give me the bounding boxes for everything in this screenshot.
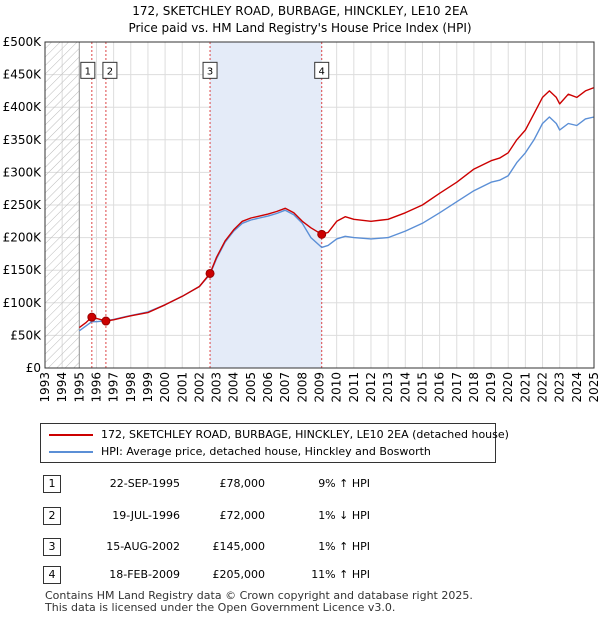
y-tick-label: £100K (3, 296, 43, 310)
sale-number-box (314, 61, 330, 79)
transaction-row: 3 15-AUG-2002 £145,000 1% ↑ HPI (0, 536, 600, 560)
x-tick-label: 2006 (261, 372, 275, 403)
y-tick-label: £350K (3, 133, 43, 147)
x-tick-label: 2010 (330, 372, 344, 403)
chart-subtitle: Price paid vs. HM Land Registry's House … (128, 21, 472, 35)
x-tick-label: 1996 (89, 372, 103, 403)
y-tick-label: £50K (10, 328, 42, 342)
footer: Contains HM Land Registry data © Crown c… (45, 590, 473, 614)
sale-point-marker (87, 312, 97, 322)
legend: 172, SKETCHLEY ROAD, BURBAGE, HINCKLEY, … (40, 423, 509, 463)
x-tick-label: 2011 (347, 372, 361, 403)
x-tick-label: 2025 (587, 372, 600, 403)
x-tick-label: 1997 (107, 372, 121, 403)
shaded-period-region (210, 42, 322, 368)
x-tick-label: 2018 (467, 372, 481, 403)
x-tick-label: 2012 (364, 372, 378, 403)
x-tick-label: 2016 (433, 372, 447, 403)
x-tick-label: 2015 (415, 372, 429, 403)
pre-data-hatched-region (45, 42, 80, 368)
transaction-number: 3 (43, 538, 61, 556)
sale-number-label: 3 (207, 66, 213, 77)
y-tick-label: £400K (3, 100, 43, 114)
x-tick-label: 2008 (295, 372, 309, 403)
sale-point-marker (205, 268, 215, 278)
sale-point-marker (101, 316, 111, 326)
x-tick-label: 2005 (244, 372, 258, 403)
y-tick-label: £250K (3, 198, 43, 212)
x-tick-label: 1999 (141, 372, 155, 403)
transaction-row: 2 19-JUL-1996 £72,000 1% ↓ HPI (0, 505, 600, 529)
sale-number-label: 1 (85, 66, 91, 77)
transaction-hpi: 1% ↓ HPI (318, 509, 370, 522)
transaction-number: 4 (43, 566, 61, 584)
y-tick-label: £450K (3, 68, 43, 82)
x-tick-label: 2022 (536, 372, 550, 403)
transaction-number: 1 (43, 475, 61, 493)
x-tick-label: 1998 (124, 372, 138, 403)
y-tick-label: £500K (3, 35, 43, 49)
sale-number-box (102, 61, 118, 79)
footer-licence: This data is licensed under the Open Gov… (45, 601, 396, 614)
x-tick-label: 1993 (38, 372, 52, 403)
x-tick-label: 2007 (278, 372, 292, 403)
y-tick-label: £200K (3, 231, 43, 245)
plot-frame (44, 41, 595, 369)
legend-label-hpi: HPI: Average price, detached house, Hinc… (101, 445, 431, 458)
x-tick-label: 2019 (484, 372, 498, 403)
x-tick-label: 2003 (210, 372, 224, 403)
legend-label-property: 172, SKETCHLEY ROAD, BURBAGE, HINCKLEY, … (101, 428, 509, 441)
chart-title: 172, SKETCHLEY ROAD, BURBAGE, HINCKLEY, … (132, 4, 468, 18)
transaction-hpi: 11% ↑ HPI (311, 568, 370, 581)
sale-number-label: 4 (319, 66, 325, 77)
transaction-hpi: 9% ↑ HPI (318, 477, 370, 490)
y-tick-label: £0 (26, 361, 41, 375)
transaction-hpi: 1% ↑ HPI (318, 540, 370, 553)
transaction-date: 18-FEB-2009 (109, 568, 180, 581)
sale-point-marker (317, 229, 327, 239)
transaction-price: £72,000 (219, 509, 266, 522)
x-tick-label: 2023 (553, 372, 567, 403)
x-tick-label: 2000 (158, 372, 172, 403)
x-tick-label: 2017 (450, 372, 464, 403)
transaction-date: 19-JUL-1996 (112, 509, 180, 522)
transaction-price: £78,000 (219, 477, 266, 490)
x-tick-label: 2020 (501, 372, 515, 403)
transaction-date: 22-SEP-1995 (109, 477, 180, 490)
sale-number-box (80, 61, 96, 79)
sale-number-label: 2 (107, 66, 113, 77)
x-tick-label: 2021 (518, 372, 532, 403)
x-tick-label: 2009 (313, 372, 327, 403)
x-tick-label: 2014 (398, 372, 412, 403)
y-tick-label: £300K (3, 165, 43, 179)
footer-copyright: Contains HM Land Registry data © Crown c… (45, 589, 473, 602)
x-tick-label: 2004 (227, 372, 241, 403)
transaction-price: £145,000 (212, 540, 266, 553)
transaction-row: 4 18-FEB-2009 £205,000 11% ↑ HPI (0, 564, 600, 588)
sale-number-box (202, 61, 218, 79)
x-tick-label: 2002 (192, 372, 206, 403)
transaction-date: 15-AUG-2002 (106, 540, 180, 553)
price-chart: 1 2 3 4 £0 £50K £100K £150K £200K £250K £300K £350… (3, 35, 600, 403)
legend-line-blue (49, 451, 93, 453)
transaction-number: 2 (43, 507, 61, 525)
transaction-price: £205,000 (212, 568, 266, 581)
x-tick-label: 1995 (72, 372, 86, 403)
x-tick-label: 2024 (570, 372, 584, 403)
transaction-row: 1 22-SEP-1995 £78,000 9% ↑ HPI (0, 473, 600, 497)
legend-line-red (49, 434, 93, 436)
y-tick-label: £150K (3, 263, 43, 277)
x-tick-label: 2013 (381, 372, 395, 403)
x-tick-label: 1994 (55, 372, 69, 403)
x-tick-label: 2001 (175, 372, 189, 403)
